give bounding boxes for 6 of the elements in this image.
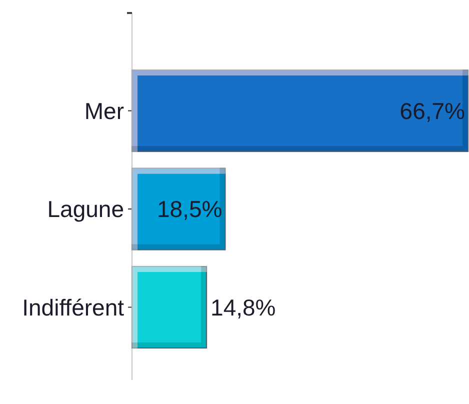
data-label: 14,8%: [210, 294, 276, 320]
data-label: 66,7%: [400, 98, 465, 124]
y-tick-label: Indifférent: [22, 294, 125, 320]
data-label: 18,5%: [156, 196, 222, 222]
y-tick-label: Mer: [84, 98, 124, 124]
y-tick-label: Lagune: [47, 196, 124, 222]
